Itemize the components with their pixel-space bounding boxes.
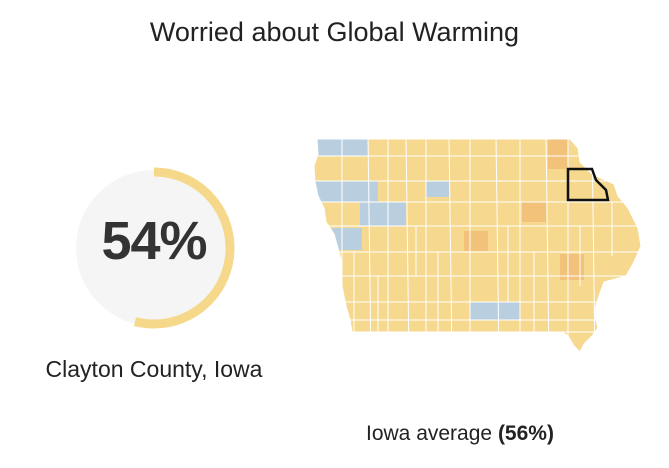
county-high — [548, 139, 568, 169]
county-low — [384, 202, 406, 226]
county-low — [314, 181, 344, 202]
county-low — [496, 302, 520, 320]
gauge-value: 54% — [101, 211, 207, 271]
gauge-track — [76, 170, 232, 326]
county-low — [332, 228, 362, 250]
percent-gauge — [73, 167, 235, 329]
state-average-label: Iowa average — [366, 422, 493, 445]
state-average-value: (56%) — [497, 422, 554, 445]
county-borders — [314, 139, 641, 352]
county-label: Clayton County, Iowa — [45, 356, 263, 382]
county-low — [314, 139, 342, 156]
state-outline — [313, 138, 642, 353]
iowa-county-map — [313, 138, 642, 353]
county-low — [470, 302, 496, 320]
county-low — [344, 181, 378, 202]
highlighted-county-clayton — [566, 167, 610, 202]
county-layer — [314, 139, 641, 352]
county-low — [426, 181, 449, 197]
county-high — [464, 231, 488, 251]
county-high — [522, 202, 546, 222]
county-low — [360, 202, 384, 226]
chart-title: Worried about Global Warming — [149, 17, 520, 47]
gauge-ring — [73, 167, 235, 329]
state-average: Iowa average (56%) — [366, 422, 554, 446]
county-low — [342, 139, 368, 156]
